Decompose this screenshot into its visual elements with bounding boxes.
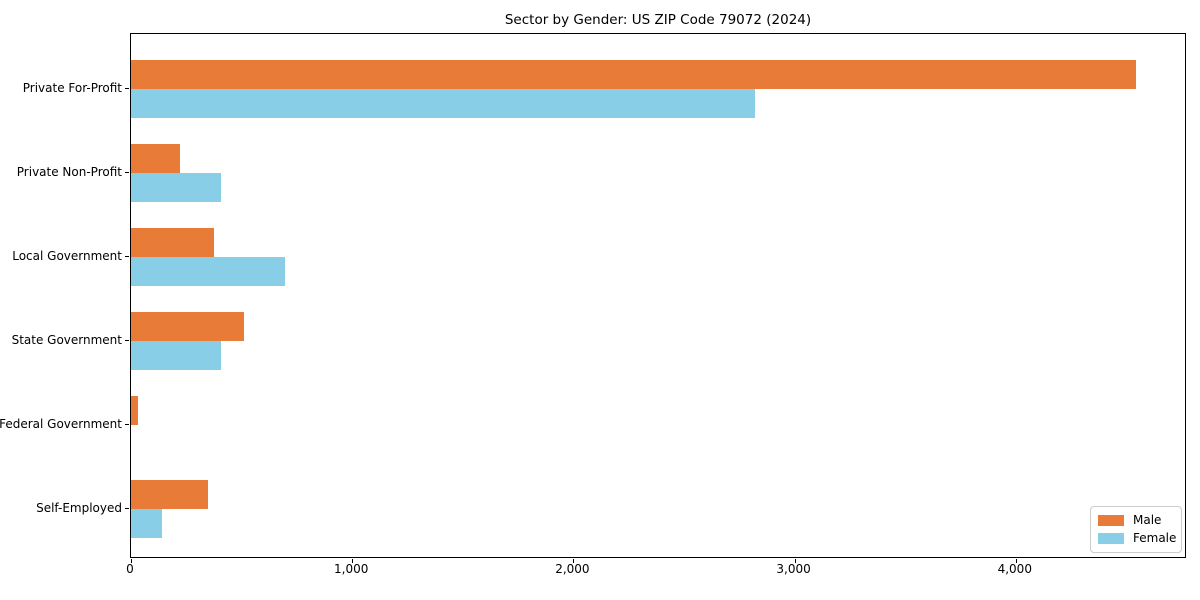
x-tick-mark (794, 559, 796, 563)
y-tick-mark (125, 256, 129, 257)
x-tick-mark (352, 559, 354, 563)
y-tick-mark (125, 340, 129, 341)
bar-male-state-government (131, 312, 244, 341)
legend-label-female: Female (1133, 531, 1177, 545)
x-label-0: 0 (126, 562, 134, 576)
plot-area (125, 33, 1186, 563)
bar-female-self-employed (131, 509, 162, 538)
legend-entry-male: Male (1098, 514, 1181, 527)
bar-male-private-for-profit (131, 60, 1136, 89)
bar-male-private-non-profit (131, 144, 180, 173)
x-tick-mark (573, 559, 575, 563)
y-axis-labels: Private For-Profit Private Non-Profit Loca… (0, 33, 122, 558)
y-tick-mark (125, 508, 129, 509)
y-label-private-for-profit: Private For-Profit (22, 81, 122, 95)
legend-label-male: Male (1133, 513, 1162, 527)
bar-female-private-for-profit (131, 89, 755, 118)
y-label-state-government: State Government (11, 333, 122, 347)
y-tick-mark (125, 88, 129, 89)
y-label-self-employed: Self-Employed (36, 501, 122, 515)
y-label-local-government: Local Government (12, 249, 122, 263)
chart-title: Sector by Gender: US ZIP Code 79072 (202… (504, 12, 812, 28)
bar-female-private-non-profit (131, 173, 221, 202)
legend: Male Female (1090, 506, 1182, 553)
x-label-1-000: 1,000 (334, 562, 369, 576)
x-tick-mark (131, 559, 132, 563)
x-label-3-000: 3,000 (776, 562, 811, 576)
bar-female-state-government (131, 341, 221, 370)
bar-female-local-government (131, 257, 285, 286)
x-tick-mark (1015, 559, 1017, 563)
y-tick-mark (125, 424, 129, 425)
legend-swatch-male (1098, 515, 1124, 526)
bar-male-local-government (131, 228, 214, 257)
bar-male-federal-government (131, 396, 138, 425)
x-label-2-000: 2,000 (555, 562, 590, 576)
y-label-private-non-profit: Private Non-Profit (16, 165, 122, 179)
bar-male-self-employed (131, 480, 208, 509)
x-label-4-000: 4,000 (997, 562, 1032, 576)
y-tick-mark (125, 172, 129, 173)
legend-swatch-female (1098, 533, 1124, 544)
legend-entry-female: Female (1098, 532, 1181, 545)
x-axis-labels: 0 1,000 2,000 3,000 4,000 (126, 562, 1186, 582)
y-label-federal-government: Federal Government (0, 417, 122, 431)
